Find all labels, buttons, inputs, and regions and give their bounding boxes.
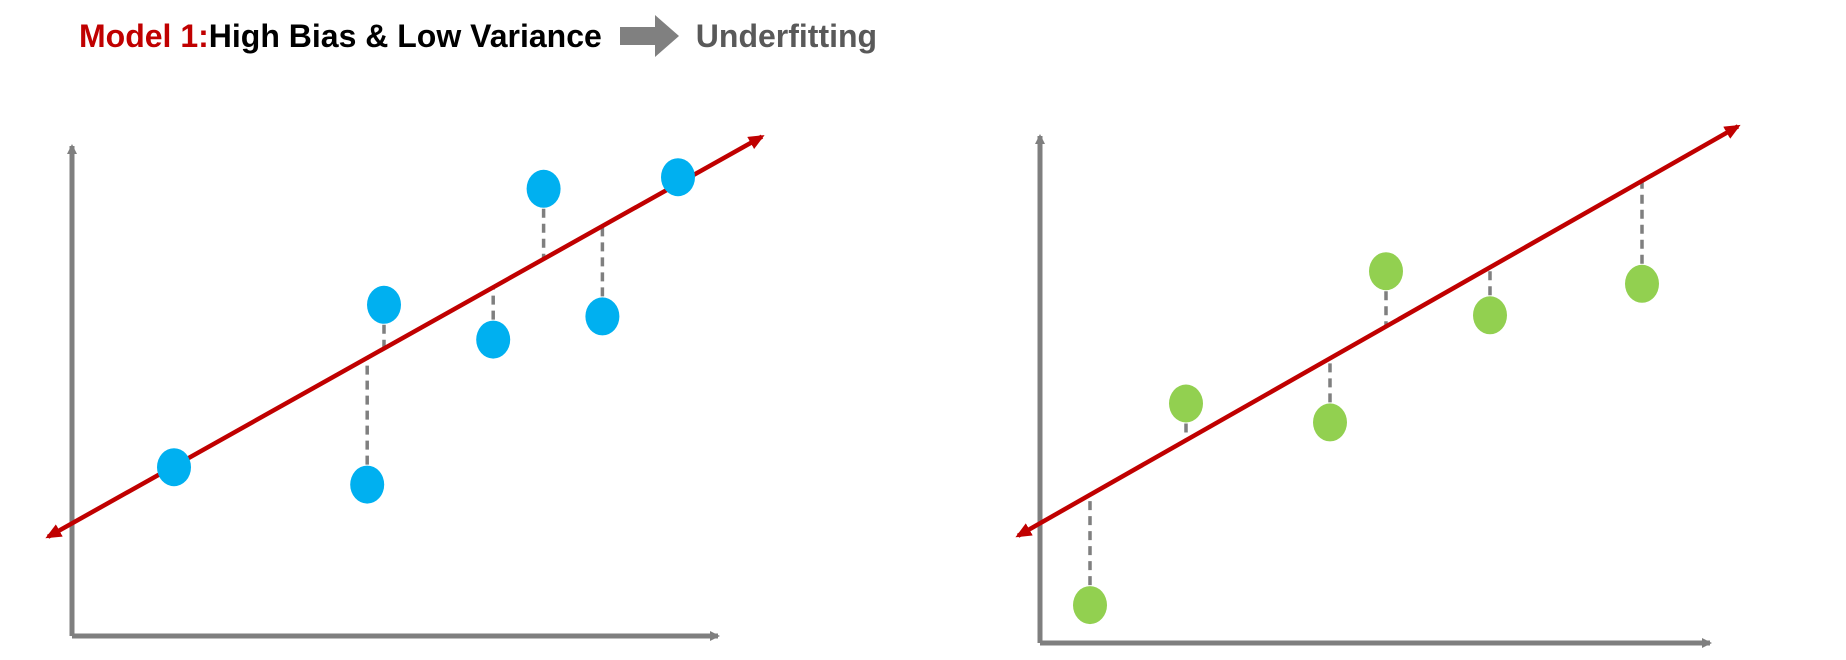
left-data-point-1 (157, 448, 191, 487)
right-arrow-icon (619, 12, 682, 60)
left-regression-line (45, 134, 765, 539)
right-data-point-3 (1313, 403, 1347, 442)
left-data-point-2 (350, 465, 385, 504)
left-data-point-5 (526, 169, 561, 208)
right-data-point-4 (1369, 252, 1403, 291)
left-data-point-7 (661, 158, 695, 197)
model-description: High Bias & Low Variance (208, 17, 602, 54)
left-data-point-6 (585, 297, 620, 336)
left-data-point-3 (367, 285, 401, 324)
left-data-point-4 (476, 320, 511, 359)
title-colon: : (198, 17, 209, 54)
right-regression-line (1015, 124, 1741, 538)
model-label: Model 1 (79, 17, 199, 54)
right-data-point-6 (1625, 264, 1659, 303)
right-data-point-2 (1169, 384, 1203, 423)
right-data-point-1 (1073, 586, 1107, 625)
result-label: Underfitting (695, 17, 878, 54)
right-data-point-5 (1473, 296, 1507, 335)
slide-title: Model 1: High Bias & Low Variance Underf… (79, 12, 877, 60)
